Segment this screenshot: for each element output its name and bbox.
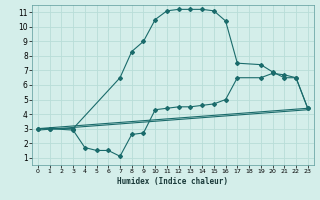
X-axis label: Humidex (Indice chaleur): Humidex (Indice chaleur) [117, 177, 228, 186]
